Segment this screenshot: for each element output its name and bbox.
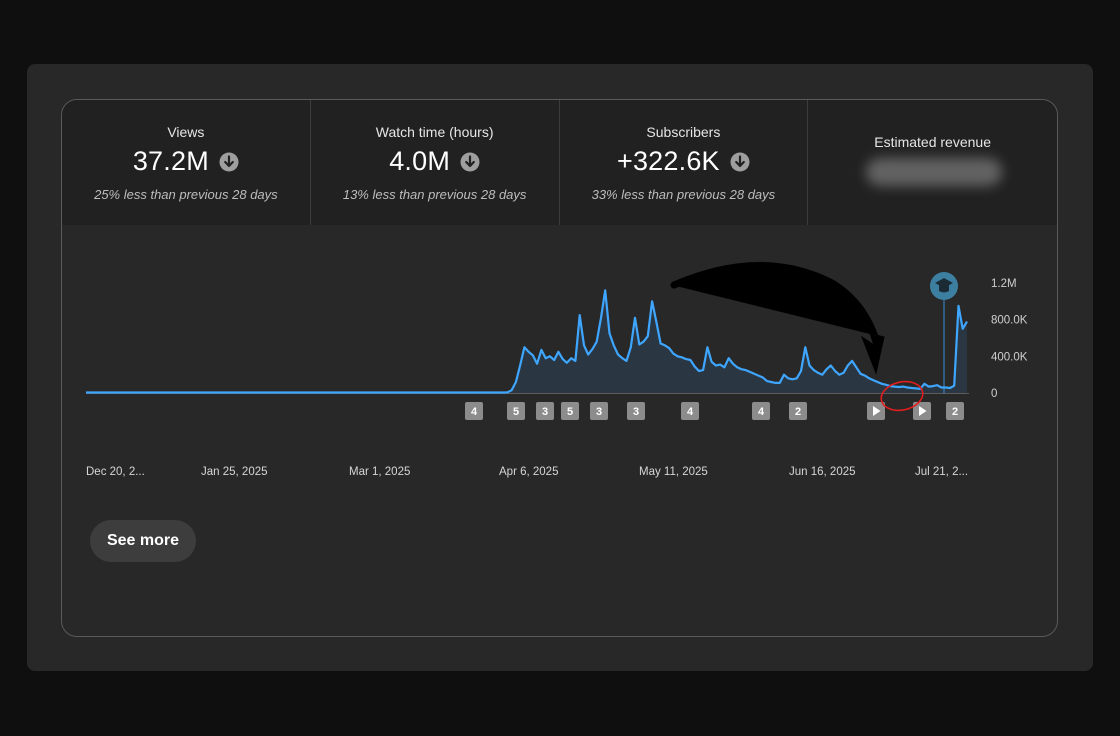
metric-tab-watch-time[interactable]: Watch time (hours) 4.0M 13% less than pr… [310,100,560,225]
arrow-down-circle-icon [730,152,750,171]
graduation-cap-base [939,285,949,293]
x-tick-label: Mar 1, 2025 [349,466,410,478]
annotation-marker[interactable] [681,402,699,420]
metric-tab-views[interactable]: Views 37.2M 25% less than previous 28 da… [62,100,311,225]
x-tick-label: Dec 20, 2... [86,466,145,478]
metric-change-text: 33% less than previous 28 days [591,187,776,202]
arrow-down-circle-icon [460,152,480,171]
play-icon [919,406,927,416]
metric-label: Subscribers [646,124,721,140]
annotation-marker[interactable] [946,402,964,420]
annotation-marker[interactable] [627,402,645,420]
metric-label: Views [167,124,205,140]
metric-tab-subscribers[interactable]: Subscribers +322.6K 33% less than previo… [559,100,809,225]
metric-label: Watch time (hours) [375,124,494,140]
y-tick-label: 400.0K [991,351,1028,363]
annotation-marker-label: 2 [795,406,801,418]
annotation-marker-label: 5 [567,406,573,418]
x-tick-label: Jul 21, 2... [915,466,968,478]
annotation-marker-label: 3 [542,406,548,418]
series-line [86,289,968,394]
metric-change-text: 13% less than previous 28 days [342,187,527,202]
arrow-down-circle-icon [219,152,239,171]
metric-tab-revenue[interactable]: Estimated revenue [808,100,1057,225]
x-tick-label: Jan 25, 2025 [201,466,268,478]
annotation-marker[interactable] [536,402,554,420]
annotation-marker-label: 3 [633,406,639,418]
metric-change-text: 25% less than previous 28 days [94,187,278,202]
annotation-marker-label: 3 [596,406,602,418]
annotation-marker-label: 4 [471,406,478,418]
see-more-button[interactable]: See more [90,520,196,562]
x-tick-label: May 11, 2025 [639,466,708,478]
blurred-revenue-value [866,158,1003,186]
overview-card: Views 37.2M 25% less than previous 28 da… [61,99,1058,637]
x-tick-label: Apr 6, 2025 [499,466,558,478]
hand-drawn-arrow-stroke [670,262,881,347]
annotation-marker[interactable] [507,402,525,420]
metric-value: 4.0M [389,146,451,176]
annotation-marker-label: 4 [687,406,694,418]
views-chart: 0 400.0K 800.0K 1.2M Dec 20, 2... Jan 25, 202… [86,262,1028,478]
analytics-panel: Views 37.2M 25% less than previous 28 da… [27,64,1093,671]
annotation-marker[interactable] [752,402,770,420]
y-tick-label: 0 [991,388,997,400]
metric-tabs: Views 37.2M 25% less than previous 28 da… [62,100,1057,225]
red-highlight-circle [880,380,924,412]
annotation-marker[interactable] [465,402,483,420]
annotation-marker-label: 4 [758,406,765,418]
annotation-marker[interactable] [789,402,807,420]
annotation-marker-label: 2 [952,406,958,418]
metric-value: +322.6K [617,146,720,176]
metric-label: Estimated revenue [874,134,991,150]
annotation-marker-label: 5 [513,406,519,418]
y-tick-label: 800.0K [991,315,1028,327]
play-icon [873,406,881,416]
annotation-marker[interactable] [590,402,608,420]
y-tick-label: 1.2M [991,278,1017,290]
x-tick-label: Jun 16, 2025 [789,466,856,478]
annotation-marker[interactable] [561,402,579,420]
metric-value: 37.2M [132,146,209,176]
